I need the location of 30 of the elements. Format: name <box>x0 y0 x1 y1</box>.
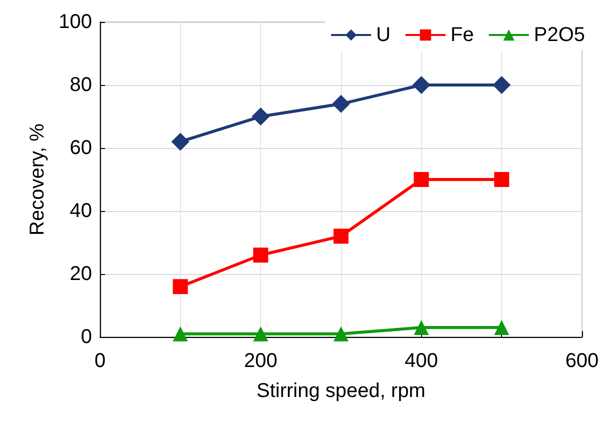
point <box>171 132 190 151</box>
x-tick-label: 600 <box>565 350 599 372</box>
legend-label: U <box>376 24 391 46</box>
legend-label: Fe <box>450 24 474 46</box>
point <box>253 326 268 342</box>
point <box>494 172 510 187</box>
y-tick-label: 80 <box>70 74 92 96</box>
y-tick-label: 40 <box>70 200 92 222</box>
point <box>332 94 350 113</box>
x-tick-label: 400 <box>404 350 438 372</box>
point <box>414 320 429 336</box>
x-tick-label: 200 <box>244 350 278 372</box>
point <box>334 326 348 342</box>
point <box>253 248 268 263</box>
x-axis-title: Stirring speed, rpm <box>256 380 426 402</box>
point <box>414 172 429 187</box>
point <box>172 326 188 342</box>
point <box>172 279 188 294</box>
point <box>494 320 510 336</box>
legend-label: P2O5 <box>534 24 586 46</box>
y-tick-label: 0 <box>80 326 92 348</box>
point <box>492 76 511 94</box>
point <box>334 228 348 244</box>
point <box>412 76 430 94</box>
y-tick-label: 100 <box>58 11 92 33</box>
point <box>252 108 270 126</box>
y-axis-title: Recovery, % <box>26 123 49 236</box>
x-tick-label: 0 <box>94 350 106 372</box>
y-tick-label: 20 <box>70 263 92 285</box>
y-tick-label: 60 <box>70 137 92 159</box>
